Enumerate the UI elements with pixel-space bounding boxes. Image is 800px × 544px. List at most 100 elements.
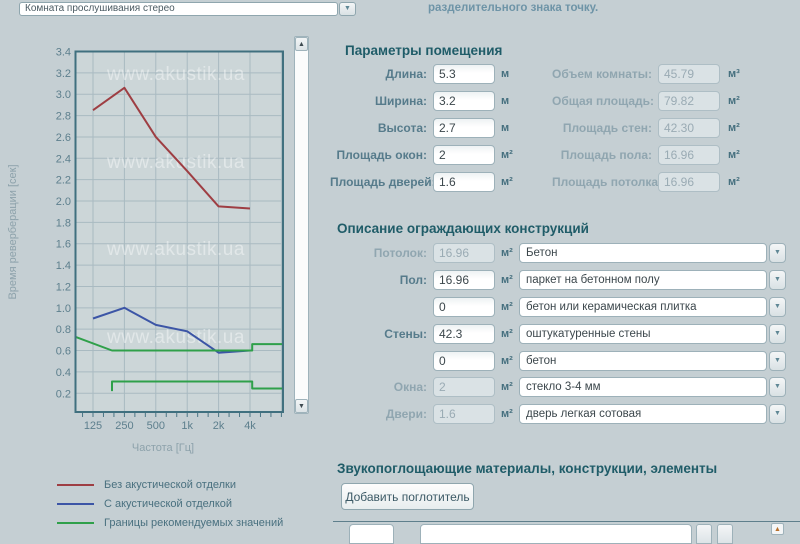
- chevron-down-icon[interactable]: ▼: [769, 350, 786, 371]
- chart-series-line: [74, 335, 284, 352]
- chevron-down-icon[interactable]: ▼: [769, 377, 786, 398]
- y-tick-label: 0.8: [56, 324, 71, 336]
- add-absorber-button[interactable]: Добавить поглотитель: [341, 483, 474, 510]
- floor-alt-material-select[interactable]: бетон или керамическая плитка: [519, 296, 767, 317]
- doors-row: Двери: м² дверь легкая сотовая▼: [330, 401, 786, 428]
- height-input[interactable]: [433, 117, 495, 138]
- absorber-row-divider: [333, 521, 800, 522]
- ceiling-material-select[interactable]: Бетон: [519, 243, 767, 264]
- ceiling-area-input: [433, 243, 495, 264]
- hint-text: разделительного знака точку.: [428, 2, 599, 14]
- windows-area-input[interactable]: [433, 144, 495, 165]
- chart-legend: Без акустической отделки С акустической о…: [57, 475, 283, 533]
- floor-material-select[interactable]: паркет на бетонном полу: [519, 270, 767, 291]
- absorber-list-scrollbar-up-button[interactable]: ▲: [771, 523, 784, 535]
- chevron-down-icon[interactable]: ▼: [769, 323, 786, 344]
- y-tick-label: 1.4: [56, 260, 71, 272]
- legend-label: С акустической отделкой: [104, 497, 233, 510]
- legend-line-swatch: [57, 502, 94, 505]
- windows-material-select[interactable]: стекло 3-4 мм: [519, 377, 767, 398]
- chart-scrollbar[interactable]: ▲ ▼: [294, 36, 309, 414]
- floor-alt-area-input[interactable]: [433, 296, 495, 317]
- room-volume-row: Объем комнаты: м³: [552, 60, 746, 87]
- chart-scrollbar-up-button[interactable]: ▲: [295, 37, 308, 51]
- ceiling-row: Потолок: м² Бетон▼: [330, 240, 786, 267]
- doors-label: Двери:: [385, 407, 427, 422]
- chart-scrollbar-down-button[interactable]: ▼: [295, 399, 308, 413]
- x-tick-label: 125: [84, 420, 102, 432]
- width-unit: м: [501, 94, 510, 107]
- floor-alt-unit: м²: [501, 300, 513, 313]
- room-type-select[interactable]: Комната прослушивания стерео: [19, 2, 338, 16]
- floor-area-input[interactable]: [433, 270, 495, 291]
- absorber-quantity-input[interactable]: [349, 524, 394, 544]
- ceiling-area-input: [658, 171, 720, 192]
- room-params-title: Параметры помещения: [345, 43, 503, 58]
- windows-area-row: Площадь окон: м²: [330, 141, 519, 168]
- windows-row: Окна: м² стекло 3-4 мм▼: [330, 374, 786, 401]
- absorber-small-button-2[interactable]: [717, 524, 733, 544]
- chevron-down-icon[interactable]: ▼: [769, 270, 786, 291]
- chart-series-line: [111, 380, 284, 392]
- windows-area-label: Площадь окон:: [336, 147, 427, 162]
- walls-alt-row: м² бетон▼: [330, 347, 786, 374]
- height-unit: м: [501, 121, 510, 134]
- y-tick-label: 3.2: [56, 68, 71, 80]
- chevron-down-icon[interactable]: ▼: [769, 243, 786, 264]
- y-tick-label: 0.6: [56, 346, 71, 358]
- watermark-text: www.akustik.ua: [106, 239, 245, 260]
- floor-area-label: Площадь пола:: [560, 147, 652, 162]
- length-unit: м: [501, 67, 510, 80]
- chevron-down-icon[interactable]: ▼: [769, 296, 786, 317]
- y-tick-label: 0.2: [56, 388, 71, 400]
- length-input[interactable]: [433, 63, 495, 84]
- windows-area-unit: м²: [501, 148, 513, 161]
- x-tick-label: 2k: [213, 420, 225, 432]
- constructions-title: Описание ограждающих конструкций: [337, 221, 589, 236]
- chart-series-line: [92, 306, 251, 354]
- legend-item: С акустической отделкой: [57, 494, 283, 513]
- y-axis-title: Время реверберации [сек]: [7, 164, 19, 299]
- doors-area-unit: м²: [501, 175, 513, 188]
- chevron-down-icon[interactable]: ▼: [769, 404, 786, 425]
- walls-alt-area-input[interactable]: [433, 350, 495, 371]
- y-tick-label: 3.4: [56, 47, 71, 59]
- reverberation-chart: www.akustik.ua www.akustik.ua www.akustik.…: [7, 47, 284, 454]
- floor-label: Пол:: [399, 273, 427, 288]
- legend-label: Без акустической отделки: [104, 478, 237, 491]
- total-area-input: [658, 90, 720, 111]
- walls-material-select[interactable]: оштукатуренные стены: [519, 323, 767, 344]
- floor-area-row: Площадь пола: м²: [552, 141, 746, 168]
- width-input[interactable]: [433, 90, 495, 111]
- absorber-material-select[interactable]: [420, 524, 692, 544]
- windows-area-input: [433, 377, 495, 398]
- y-tick-label: 1.2: [56, 281, 71, 293]
- height-row: Высота: м: [330, 114, 519, 141]
- walls-alt-material-select[interactable]: бетон: [519, 350, 767, 371]
- ceiling-area-label: Площадь потолка:: [552, 174, 663, 189]
- floor-unit: м²: [501, 274, 513, 287]
- walls-area-input[interactable]: [433, 323, 495, 344]
- doors-area-input[interactable]: [433, 171, 495, 192]
- legend-line-swatch: [57, 483, 94, 486]
- room-volume-unit: м³: [728, 67, 740, 80]
- total-area-unit: м²: [728, 94, 740, 107]
- doors-material-select[interactable]: дверь легкая сотовая: [519, 404, 767, 425]
- ceiling-area-unit: м²: [728, 175, 740, 188]
- length-row: Длина: м: [330, 60, 519, 87]
- length-label: Длина:: [385, 66, 427, 81]
- y-tick-label: 0.4: [56, 367, 71, 379]
- floor-area-unit: м²: [728, 148, 740, 161]
- absorber-small-button-1[interactable]: [696, 524, 712, 544]
- chart-series-line: [92, 86, 251, 210]
- plot-area: [75, 51, 283, 412]
- x-axis-title: Частота [Гц]: [132, 442, 194, 454]
- room-volume-input: [658, 63, 720, 84]
- legend-item: Без акустической отделки: [57, 475, 283, 494]
- chevron-down-icon[interactable]: ▼: [339, 2, 356, 16]
- total-area-row: Общая площадь: м²: [552, 87, 746, 114]
- walls-area-input: [658, 117, 720, 138]
